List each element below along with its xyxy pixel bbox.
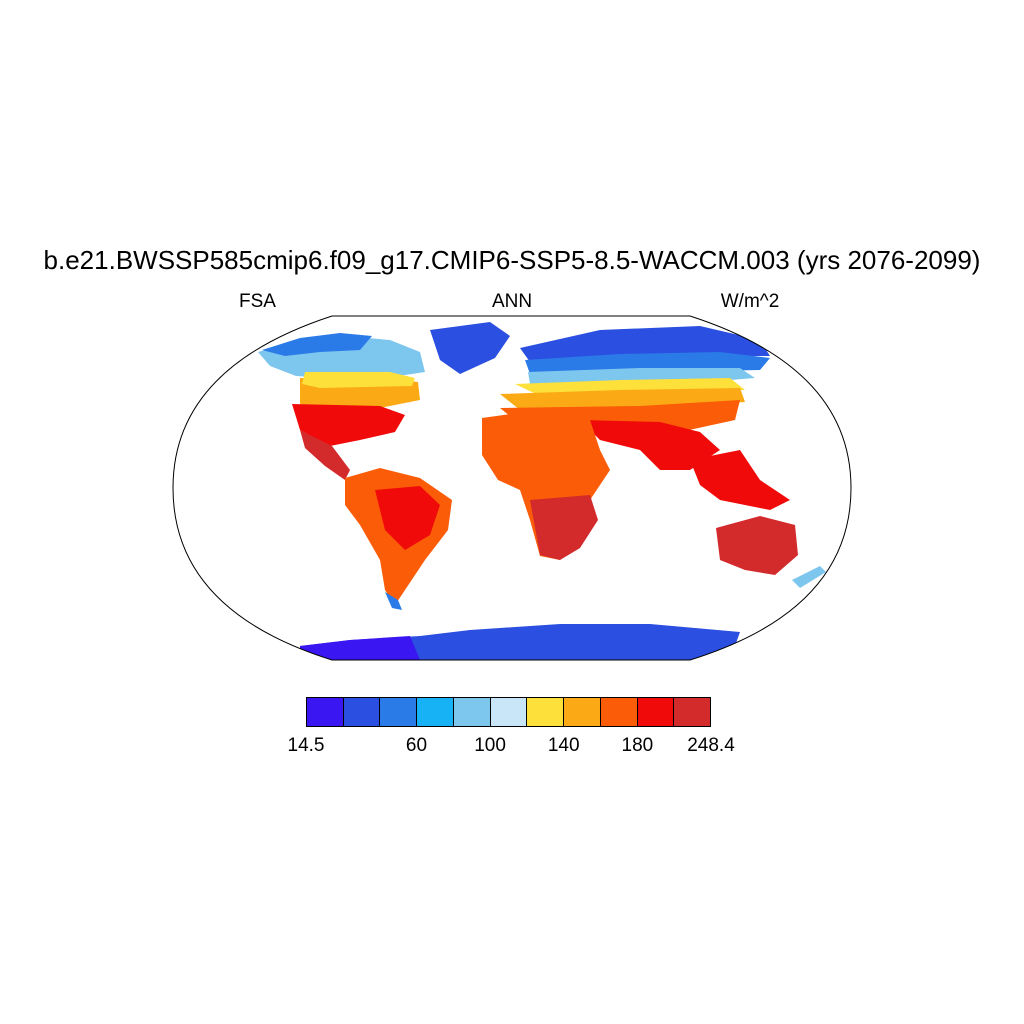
colorbar-swatch [527,698,565,726]
south-asia [580,420,720,470]
colorbar-tick-label: 14.5 [287,735,325,756]
colorbar-swatch [307,698,344,726]
south-america-tip [385,592,402,610]
colorbar-swatch [490,698,528,726]
australia [716,516,798,575]
north-america-south [292,404,405,446]
units-label: W/m^2 [720,291,780,312]
greenland [430,322,510,374]
colorbar-swatch [674,698,711,726]
mexico-central-america [300,430,350,480]
colorbar-tick-label: 140 [547,735,580,756]
colorbar-swatch [637,698,675,726]
north-america-far-north [262,333,372,356]
south-america-core [375,486,440,550]
colorbar-tick-label: 60 [405,735,428,756]
colorbar-tick-label: 100 [474,735,506,756]
southeast-asia [690,450,790,510]
new-zealand [792,566,826,588]
colorbar-swatch [453,698,491,726]
colorbar [306,697,711,727]
season-label: ANN [491,291,533,312]
map-border [172,315,852,661]
colorbar-swatch [343,698,381,726]
colorbar-swatch [417,698,454,726]
colorbar-tick-label: 248.4 [687,735,735,756]
colorbar-tick-label: 180 [621,735,654,756]
land-fields [258,322,826,660]
colorbar-swatch [380,698,418,726]
colorbar-swatch [564,698,601,726]
variable-label: FSA [239,291,276,312]
map-title: b.e21.BWSSP585cmip6.f09_g17.CMIP6-SSP5-8… [43,245,981,275]
africa-south [530,495,598,560]
north-america-band-yellow [302,372,415,388]
colorbar-swatch [600,698,638,726]
antarctica-west [300,636,420,660]
